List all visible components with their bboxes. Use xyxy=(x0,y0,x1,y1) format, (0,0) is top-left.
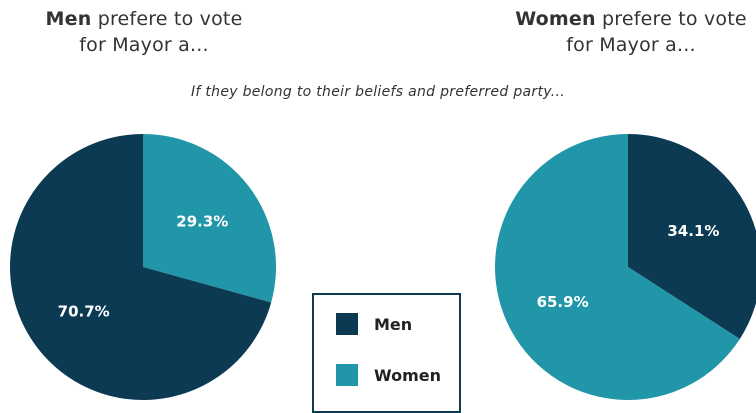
pie-1-label-women: 65.9% xyxy=(537,293,589,311)
legend-label-women: Women xyxy=(374,365,441,385)
pie-0-label-men: 70.7% xyxy=(58,303,110,321)
title-men-bold: Men xyxy=(45,8,92,30)
legend-item-women: Women xyxy=(336,364,441,386)
title-men-rest: prefere to vote xyxy=(97,8,243,30)
chart-title-men-line1: Men prefere to vote xyxy=(14,6,274,32)
pie-0-slice-women xyxy=(143,134,277,303)
pie-0-label-women: 29.3% xyxy=(176,212,228,230)
title-women-line2: for Mayor a... xyxy=(566,34,696,56)
legend-label-men: Men xyxy=(374,314,413,334)
chart-title-women-line1: Women prefere to vote xyxy=(496,6,756,32)
chart-subtitle: If they belong to their beliefs and pref… xyxy=(190,84,566,100)
title-women-rest: prefere to vote xyxy=(602,8,747,30)
chart-title-women: Women prefere to vote for Mayor a... xyxy=(496,6,756,58)
pie-1-slice-women xyxy=(495,134,740,400)
chart-title-men: Men prefere to vote for Mayor a... xyxy=(14,6,274,58)
legend-swatch-men xyxy=(336,313,358,335)
pie-0-slice-men xyxy=(10,134,272,400)
legend-swatch-women xyxy=(336,364,358,386)
pie-1-label-men: 34.1% xyxy=(667,222,719,240)
title-men-line2: for Mayor a... xyxy=(79,34,209,56)
legend-item-men: Men xyxy=(336,313,412,335)
legend: Men Women xyxy=(312,293,461,413)
pie-1-slice-men xyxy=(628,134,756,339)
title-women-bold: Women xyxy=(515,8,596,30)
